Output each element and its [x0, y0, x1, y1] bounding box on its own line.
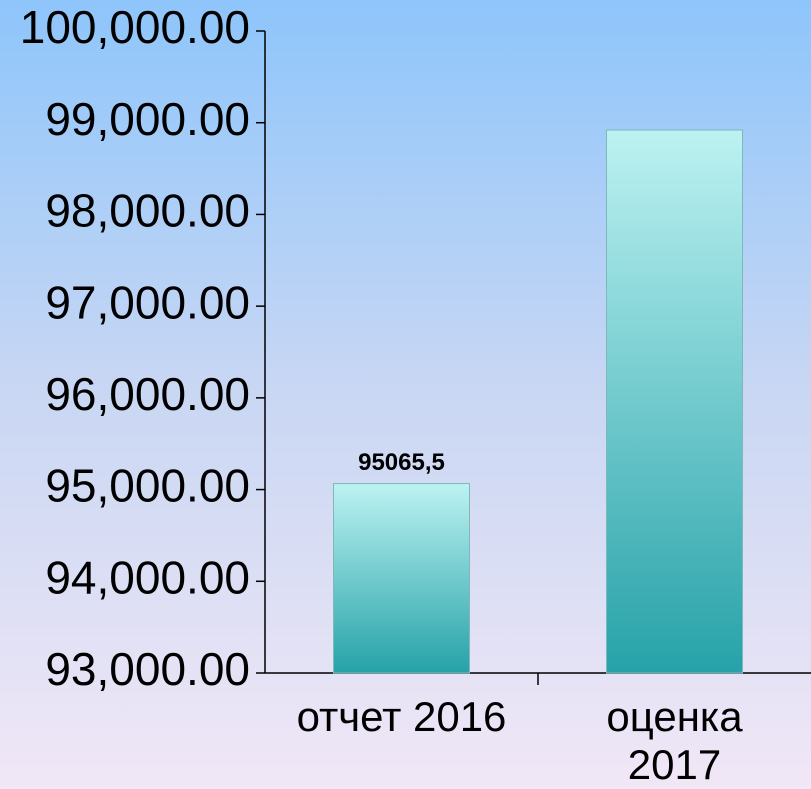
- y-tick-label: 97,000.00: [45, 276, 250, 328]
- bar: [606, 129, 743, 674]
- bar: [333, 483, 470, 674]
- y-tick-label: 100,000.00: [20, 1, 250, 53]
- x-tick-label: оценка 2017: [606, 693, 743, 788]
- data-label: 95065,5: [358, 449, 445, 476]
- y-tick-label: 93,000.00: [45, 643, 250, 695]
- y-tick-label: 98,000.00: [45, 185, 250, 237]
- y-tick-label: 96,000.00: [45, 368, 250, 420]
- y-tick-label: 94,000.00: [45, 551, 250, 603]
- y-tick-label: 95,000.00: [45, 460, 250, 512]
- y-tick-label: 99,000.00: [45, 93, 250, 145]
- x-tick-label: отчет 2016: [296, 693, 507, 740]
